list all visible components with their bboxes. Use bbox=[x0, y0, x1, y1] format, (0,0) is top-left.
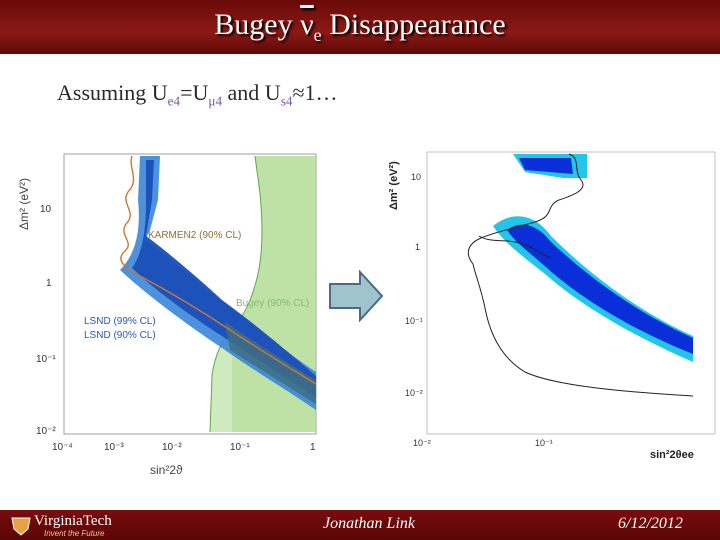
left-x-tick-1: 1 bbox=[310, 442, 316, 453]
left-x-tick-1e-3: 10⁻³ bbox=[104, 442, 124, 453]
vt-shield-icon bbox=[11, 517, 31, 536]
right-y-tick-1: 1 bbox=[415, 242, 420, 252]
right-x-axis-label: sin²2θee bbox=[650, 449, 694, 461]
subtitle-sub-2: μ4 bbox=[208, 93, 223, 109]
right-plot-svg: 10 1 10⁻¹ 10⁻² 10⁻² 10⁻¹ sin²2θee Δm² (e… bbox=[388, 151, 716, 461]
right-exclusion-plot: 10 1 10⁻¹ 10⁻² 10⁻² 10⁻¹ sin²2θee Δm² (e… bbox=[375, 140, 720, 470]
logo-text: VirginiaTech bbox=[34, 513, 112, 529]
subtitle-sub-1: e4 bbox=[167, 93, 181, 109]
right-arrow-icon bbox=[328, 269, 386, 323]
bugey-label: Bugey (90% CL) bbox=[236, 298, 309, 309]
left-y-tick-1: 1 bbox=[46, 278, 52, 289]
right-y-tick-0.01: 10⁻² bbox=[405, 388, 423, 398]
title-suffix: Disappearance bbox=[321, 8, 506, 41]
left-y-axis-label: Δm² (eV²) bbox=[17, 178, 31, 230]
logo-tagline: Invent the Future bbox=[44, 529, 105, 538]
footer-bar: VirginiaTech Invent the Future Jonathan … bbox=[0, 510, 720, 540]
title-nu-symbol: ν bbox=[300, 8, 314, 41]
footer-date: 6/12/2012 bbox=[618, 515, 683, 532]
left-x-tick-1e-1: 10⁻¹ bbox=[230, 442, 250, 453]
right-x-tick-1e-1: 10⁻¹ bbox=[535, 438, 553, 448]
virginia-tech-logo: VirginiaTech Invent the Future bbox=[10, 513, 125, 539]
overlap-region bbox=[225, 322, 316, 404]
lsnd-90-label: LSND (90% CL) bbox=[84, 330, 156, 341]
footer-author: Jonathan Link bbox=[323, 515, 415, 532]
title-nu-subscript: e bbox=[313, 25, 322, 45]
left-y-tick-0.1: 10⁻¹ bbox=[36, 354, 56, 365]
right-x-tick-1e-2: 10⁻² bbox=[413, 438, 431, 448]
title-bar: Bugey νe Disappearance bbox=[0, 0, 720, 54]
slide-subtitle: Assuming Ue4=Uμ4 and Us4≈1… bbox=[57, 80, 338, 109]
subtitle-sub-3: s4 bbox=[280, 93, 293, 109]
lsnd-90-region bbox=[132, 160, 316, 398]
slide-title: Bugey νe Disappearance bbox=[214, 8, 505, 46]
subtitle-part-2: =U bbox=[180, 80, 209, 105]
right-y-tick-0.1: 10⁻¹ bbox=[405, 316, 423, 326]
right-blue-band bbox=[507, 224, 693, 354]
right-limit-line-2 bbox=[478, 235, 552, 259]
left-y-tick-0.01: 10⁻² bbox=[36, 426, 56, 437]
left-x-tick-1e-4: 10⁻⁴ bbox=[52, 442, 73, 453]
right-blue-top-blob bbox=[519, 158, 573, 174]
left-plot-svg: 10 1 10⁻¹ 10⁻² 10⁻⁴ 10⁻³ 10⁻² 10⁻¹ 1 sin… bbox=[17, 153, 317, 477]
bugey-excluded-region-lower bbox=[210, 330, 232, 432]
karmen2-limit-line bbox=[120, 155, 317, 385]
subtitle-part-4: ≈1… bbox=[292, 80, 338, 105]
left-exclusion-plot: 10 1 10⁻¹ 10⁻² 10⁻⁴ 10⁻³ 10⁻² 10⁻¹ 1 sin… bbox=[0, 140, 330, 480]
subtitle-part-3: and U bbox=[222, 80, 281, 105]
right-limit-line bbox=[467, 153, 694, 397]
title-prefix: Bugey bbox=[214, 8, 301, 41]
subtitle-part-1: Assuming U bbox=[57, 80, 168, 105]
left-x-tick-1e-2: 10⁻² bbox=[162, 442, 182, 453]
arrow-shape bbox=[329, 269, 384, 323]
karmen2-label: KARMEN2 (90% CL) bbox=[148, 230, 241, 241]
lsnd-99-label: LSND (99% CL) bbox=[84, 316, 156, 327]
right-y-axis-label: Δm² (eV²) bbox=[388, 161, 400, 210]
left-y-tick-10: 10 bbox=[40, 204, 52, 215]
right-y-tick-10: 10 bbox=[411, 172, 421, 182]
left-x-axis-label: sin²2ϑ bbox=[150, 463, 183, 477]
